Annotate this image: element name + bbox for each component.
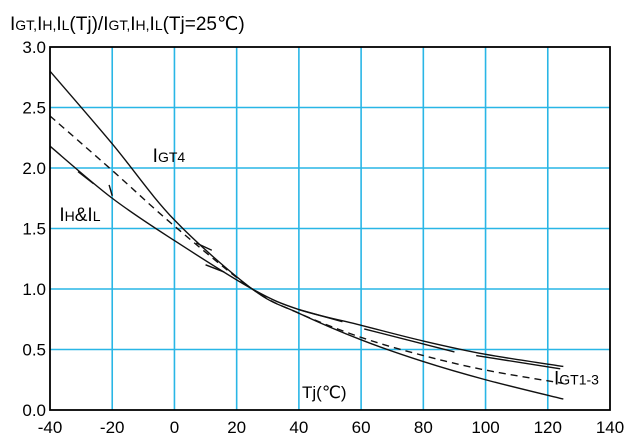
- label-segment-1: [108, 184, 113, 197]
- label-segment-3: [205, 264, 225, 273]
- series-annotation-2: IGT1-3: [554, 369, 599, 390]
- label-segment-2: [195, 242, 213, 251]
- y-tick-label-4: 2.0: [22, 159, 46, 178]
- x-tick-label-4: 40: [289, 418, 308, 437]
- y-tick-label-6: 3.0: [22, 38, 46, 57]
- x-tick-label-1: -20: [100, 418, 125, 437]
- grid: [50, 47, 610, 410]
- y-axis-label: IGT,IH,IL(Tj)/IGT,IH,IL(Tj=25℃): [10, 14, 245, 35]
- label-segment-4: [298, 308, 343, 323]
- series-annotation-1: IH&IL: [59, 205, 100, 226]
- label-segment-5: [364, 328, 455, 353]
- x-tick-label-5: 60: [352, 418, 371, 437]
- x-tick-label-9: 140: [596, 418, 624, 437]
- series-line-ih-il: [49, 115, 564, 385]
- x-axis-label: Tj(℃): [302, 383, 347, 402]
- x-tick-label-6: 80: [414, 418, 433, 437]
- label-segment-6: [476, 354, 561, 370]
- plot-frame: [49, 46, 611, 411]
- series-annotation-0: IGT4: [153, 146, 186, 167]
- x-tick-label-0: -40: [38, 418, 63, 437]
- y-tick-label-3: 1.5: [22, 220, 46, 239]
- x-tick-label-3: 20: [227, 418, 246, 437]
- series-line-igt1-3: [49, 145, 564, 368]
- axes: -40 -20 0 20 40 60 80 100 120 140 0.0 0.5 1.0 1.5 2.0 2…: [22, 38, 624, 437]
- x-tick-label-2: 0: [170, 418, 179, 437]
- labels: IGT,IH,IL(Tj)/IGT,IH,IL(Tj=25℃) Tj(℃) IGT4…: [10, 14, 599, 402]
- y-tick-label-2: 1.0: [22, 280, 46, 299]
- y-tick-label-1: 0.5: [22, 341, 46, 360]
- x-tick-label-8: 120: [534, 418, 562, 437]
- x-tick-label-7: 100: [471, 418, 499, 437]
- y-tick-label-0: 0.0: [22, 401, 46, 420]
- y-tick-label-5: 2.5: [22, 99, 46, 118]
- series-lines: [49, 70, 564, 400]
- label-segment-0: [77, 171, 94, 185]
